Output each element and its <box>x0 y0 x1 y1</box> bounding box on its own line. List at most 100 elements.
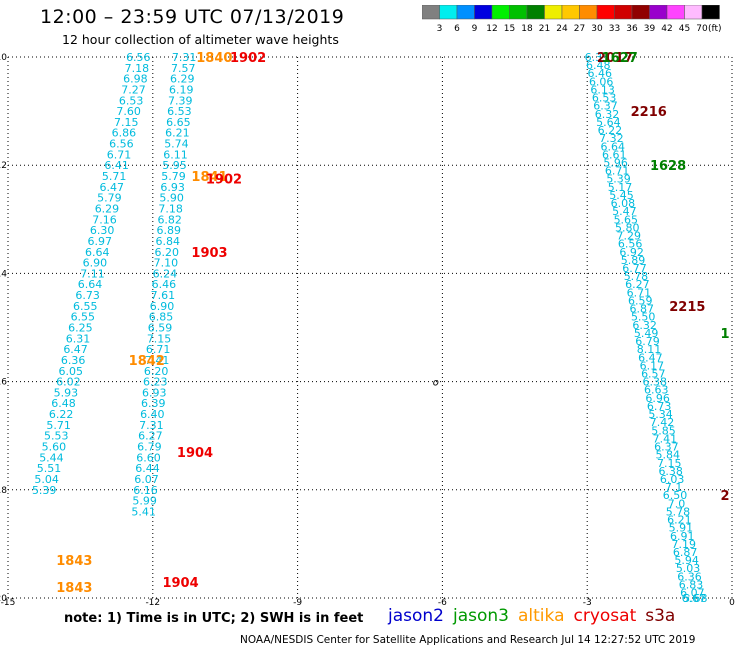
wave-height-value: 6.32 <box>595 108 620 121</box>
pass-time-label: 1627 <box>602 51 638 66</box>
wave-height-value: 6.55 <box>71 311 96 324</box>
track-c: 6.336.486.466.066.136.536.376.325.646.22… <box>585 51 708 605</box>
wave-height-value: 6.27 <box>625 278 650 291</box>
wave-height-value: 5.64 <box>596 116 621 129</box>
wave-height-value: 6.73 <box>647 400 672 413</box>
wave-height-value: 7.60 <box>116 105 141 118</box>
wave-height-value: 5.03 <box>676 562 701 575</box>
wave-height-value: 6.98 <box>123 73 148 86</box>
pass-time-label: 1904 <box>177 446 213 461</box>
wave-height-value: 5.89 <box>621 254 646 267</box>
legend-unit: (ft) <box>708 24 722 34</box>
pass-time-label: 1902 <box>206 173 242 188</box>
legend-label: 33 <box>609 24 620 34</box>
longitude-label: 0 <box>729 598 735 605</box>
wave-height-value: 6.33 <box>585 51 610 64</box>
wave-height-value: 6.32 <box>632 319 657 332</box>
pass-time-label: 1842 <box>129 354 165 369</box>
color-legend: 3 6 9 12 15 18 21 24 27 30 33 36 39 42 45 70 (ft) <box>422 5 722 34</box>
wave-height-value: 5.80 <box>615 221 640 234</box>
longitude-label: -12 <box>145 598 160 605</box>
legend-label: 30 <box>591 24 603 34</box>
pass-time-label: 1843 <box>56 581 92 596</box>
wave-height-value: 6.61 <box>602 148 627 161</box>
wave-height-value: 7.31 <box>139 419 164 432</box>
wave-height-value: 7.19 <box>671 538 696 551</box>
wave-height-value: 6.90 <box>150 300 175 313</box>
wave-height-value: 6.25 <box>68 322 93 335</box>
legend-swatch <box>701 5 720 20</box>
wave-height-value: 5.78 <box>666 505 691 518</box>
wave-height-value: 5.85 <box>651 424 676 437</box>
wave-height-value: 6.50 <box>663 489 688 502</box>
wave-height-value: 6.97 <box>87 235 112 248</box>
wave-height-value: 7.11 <box>80 267 105 280</box>
wave-height-value: 5.41 <box>131 505 156 518</box>
pass-time-label: 1904 <box>162 576 198 591</box>
wave-height-value: 6.93 <box>160 181 185 194</box>
wave-height-value: 7.41 <box>145 354 170 367</box>
wave-height-value: 6.92 <box>619 246 644 259</box>
wave-height-value: 7.0 <box>668 497 686 510</box>
wave-height-value: 6.64 <box>601 140 626 153</box>
wave-height-value: 5.94 <box>674 554 699 567</box>
wave-height-value: 6.22 <box>49 408 74 421</box>
wave-height-value: 7.15 <box>657 457 682 470</box>
pass-time-label: 1841 <box>191 170 227 185</box>
wave-height-value: 6.93 <box>142 386 167 399</box>
legend-label: 15 <box>504 24 515 34</box>
wave-height-value: 6.31 <box>66 332 91 345</box>
wave-height-value: 6.53 <box>167 105 192 118</box>
wave-height-value: 6.90 <box>83 257 108 270</box>
pass-time-label: 1902 <box>230 51 266 66</box>
wave-height-value: 6.77 <box>622 262 647 275</box>
wave-height-value: 6.37 <box>593 100 618 113</box>
wave-height-value: 5.49 <box>634 327 659 340</box>
wave-height-value: 5.60 <box>42 441 67 454</box>
wave-height-value: 6.67 <box>682 592 707 605</box>
wave-height-value: 6.36 <box>61 354 86 367</box>
wave-height-value: 6.57 <box>641 367 666 380</box>
wave-height-value: 7.18 <box>158 202 183 215</box>
wave-height-value: 6.65 <box>166 116 191 129</box>
latitude-label: -10 <box>0 53 7 63</box>
satellite-legend-item: jason3 <box>453 606 509 626</box>
wave-height-value: 6.23 <box>143 376 168 389</box>
legend-label: 45 <box>679 24 690 34</box>
map-title: 12:00 – 23:59 UTC 07/13/2019 <box>40 6 345 28</box>
wave-height-value: 6.27 <box>138 430 163 443</box>
track-b: 7.317.576.296.197.396.536.656.215.746.11… <box>131 51 196 518</box>
wave-height-value: 6.84 <box>156 235 181 248</box>
wave-height-value: 6.63 <box>644 384 669 397</box>
wave-height-value: 5.39 <box>606 173 631 186</box>
wave-height-value: 5.90 <box>159 192 184 205</box>
wave-height-value: 6.11 <box>163 148 188 161</box>
wave-height-value: 6.59 <box>148 322 173 335</box>
wave-height-value: 5.53 <box>44 430 69 443</box>
map-subtitle: 12 hour collection of altimeter wave hei… <box>62 32 339 47</box>
wave-height-value: 5.50 <box>631 311 656 324</box>
wave-height-value: 6.29 <box>170 73 195 86</box>
pass-time-label: 2 <box>721 489 730 504</box>
wave-height-value: 7.10 <box>154 257 179 270</box>
wave-height-value: 5.91 <box>669 522 694 535</box>
wave-height-value: 6.20 <box>155 246 180 259</box>
longitude-label: -3 <box>583 598 592 605</box>
longitude-label: -9 <box>293 598 302 605</box>
longitude-label: -6 <box>438 598 447 605</box>
wave-height-value: 6.59 <box>628 294 653 307</box>
wave-height-value: 6.21 <box>667 514 692 527</box>
wave-height-value: 7.1 <box>665 481 683 494</box>
wave-height-value: 6.79 <box>635 335 660 348</box>
wave-height-value: 5.74 <box>164 138 189 151</box>
wave-height-value: 6.05 <box>58 365 83 378</box>
wave-height-value: 7.16 <box>92 213 117 226</box>
wave-height-value: 7.32 <box>599 132 624 145</box>
wave-height-value: 5.95 <box>162 159 187 172</box>
wave-height-value: 5.04 <box>34 473 59 486</box>
track-a: 6.567.186.987.276.537.607.156.866.566.71… <box>32 51 151 497</box>
wave-height-value: 6.47 <box>100 181 125 194</box>
latitude-label: -16 <box>0 378 7 388</box>
wave-height-value: 5.47 <box>612 205 637 218</box>
satellite-legend-item: s3a <box>645 606 676 626</box>
